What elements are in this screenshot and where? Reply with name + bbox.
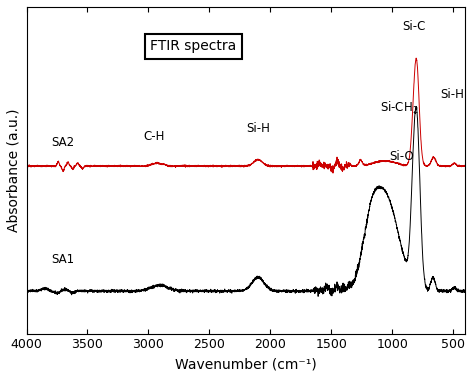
Text: SA2: SA2 <box>52 136 74 149</box>
Text: Si-C: Si-C <box>402 20 426 33</box>
Text: FTIR spectra: FTIR spectra <box>150 39 237 53</box>
Text: Si-O: Si-O <box>390 150 414 163</box>
Text: Si-CH$_2$: Si-CH$_2$ <box>380 100 419 116</box>
Y-axis label: Absorbance (a.u.): Absorbance (a.u.) <box>7 108 21 232</box>
Text: SA1: SA1 <box>52 253 74 266</box>
Text: Si-H: Si-H <box>440 88 464 101</box>
Text: C-H: C-H <box>144 130 165 144</box>
X-axis label: Wavenumber (cm⁻¹): Wavenumber (cm⁻¹) <box>175 357 317 371</box>
Text: Si-H: Si-H <box>246 122 270 135</box>
